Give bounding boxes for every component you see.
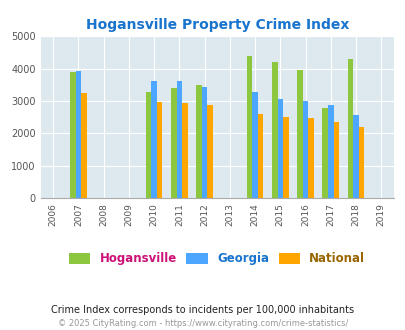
Bar	[327, 105, 333, 198]
Bar	[257, 114, 263, 198]
Bar	[196, 85, 201, 198]
Bar	[182, 103, 187, 198]
Bar	[352, 115, 358, 198]
Bar	[207, 105, 212, 198]
Bar	[271, 62, 277, 198]
Bar	[282, 117, 288, 198]
Bar	[302, 101, 307, 198]
Bar	[156, 102, 162, 198]
Bar	[75, 71, 81, 198]
Bar	[322, 108, 327, 198]
Bar	[333, 122, 338, 198]
Bar	[246, 56, 252, 198]
Bar	[70, 72, 75, 198]
Bar	[307, 118, 313, 198]
Bar	[358, 127, 363, 198]
Bar	[347, 59, 352, 198]
Bar	[176, 81, 182, 198]
Bar	[252, 92, 257, 198]
Bar	[81, 93, 87, 198]
Title: Hogansville Property Crime Index: Hogansville Property Crime Index	[85, 18, 348, 32]
Bar	[151, 81, 156, 198]
Text: © 2025 CityRating.com - https://www.cityrating.com/crime-statistics/: © 2025 CityRating.com - https://www.city…	[58, 319, 347, 328]
Bar	[145, 92, 151, 198]
Bar	[171, 88, 176, 198]
Bar	[296, 70, 302, 198]
Legend: Hogansville, Georgia, National: Hogansville, Georgia, National	[64, 248, 369, 270]
Bar	[277, 99, 282, 198]
Text: Crime Index corresponds to incidents per 100,000 inhabitants: Crime Index corresponds to incidents per…	[51, 305, 354, 314]
Bar	[201, 87, 207, 198]
